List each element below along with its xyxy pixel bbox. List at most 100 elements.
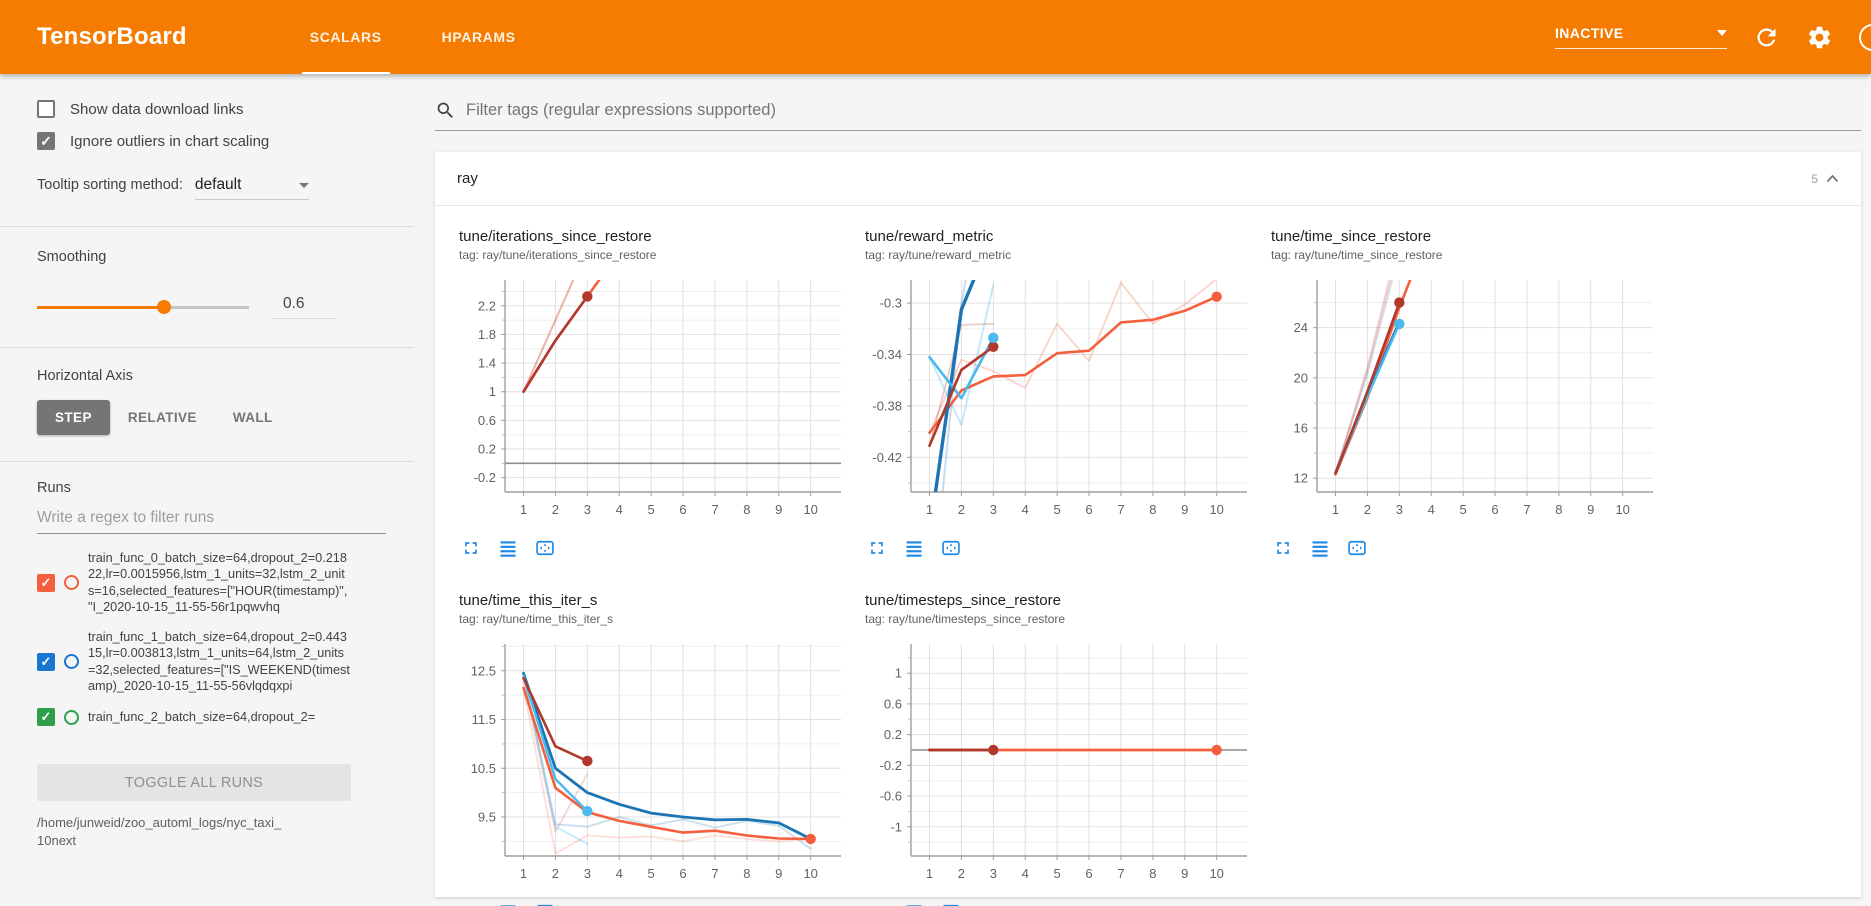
tab-hparams[interactable]: HPARAMS bbox=[441, 29, 516, 45]
svg-text:9: 9 bbox=[775, 502, 782, 517]
fullscreen-icon[interactable] bbox=[461, 902, 481, 906]
axis-button-relative[interactable]: RELATIVE bbox=[127, 410, 197, 425]
svg-text:24: 24 bbox=[1294, 320, 1308, 335]
app-title: TensorBoard bbox=[37, 23, 187, 50]
run-solo-radio[interactable] bbox=[64, 654, 79, 670]
tab-scalars[interactable]: SCALARS bbox=[280, 0, 412, 74]
run-checkbox[interactable]: ✓ bbox=[37, 652, 55, 671]
expand-lines-icon[interactable] bbox=[498, 538, 518, 558]
chevron-up-icon[interactable] bbox=[1826, 174, 1839, 183]
toggle-all-runs-button[interactable]: TOGGLE ALL RUNS bbox=[37, 764, 351, 801]
svg-text:3: 3 bbox=[1396, 502, 1403, 517]
log-directory-path: /home/junweid/zoo_automl_logs/nyc_taxi_1… bbox=[37, 815, 282, 848]
tag-filter-input[interactable] bbox=[466, 101, 1861, 120]
checkbox-label: Show data download links bbox=[70, 100, 244, 118]
svg-text:4: 4 bbox=[1428, 502, 1435, 517]
svg-text:8: 8 bbox=[1555, 502, 1562, 517]
svg-text:0.2: 0.2 bbox=[478, 442, 496, 457]
svg-text:-0.2: -0.2 bbox=[880, 758, 902, 773]
checkbox-row[interactable]: Show data download links bbox=[37, 100, 386, 118]
run-solo-radio[interactable] bbox=[64, 709, 79, 725]
expand-lines-icon[interactable] bbox=[904, 902, 924, 906]
svg-text:-0.42: -0.42 bbox=[872, 450, 902, 465]
tooltip-sorting-dropdown[interactable]: default bbox=[194, 176, 309, 200]
horizontal-axis-label: Horizontal Axis bbox=[37, 368, 133, 384]
expand-lines-icon[interactable] bbox=[904, 538, 924, 558]
horizontal-axis-buttons: STEP RELATIVE WALL bbox=[37, 400, 386, 435]
fullscreen-icon[interactable] bbox=[461, 538, 481, 558]
divider bbox=[0, 226, 414, 227]
svg-text:1: 1 bbox=[489, 384, 496, 399]
svg-text:6: 6 bbox=[1085, 866, 1092, 881]
run-list-item[interactable]: ✓ train_func_1_batch_size=64,dropout_2=0.… bbox=[37, 629, 386, 694]
svg-text:-0.2: -0.2 bbox=[474, 470, 496, 485]
expand-lines-icon[interactable] bbox=[498, 902, 518, 906]
run-list-item[interactable]: ✓ train_func_2_batch_size=64,dropout_2= bbox=[37, 708, 386, 727]
svg-text:12: 12 bbox=[1294, 471, 1308, 486]
run-list: ✓ train_func_0_batch_size=64,dropout_2=0.… bbox=[37, 550, 386, 762]
reload-icon[interactable] bbox=[1753, 24, 1780, 51]
tag-group-header[interactable]: ray 5 bbox=[435, 152, 1861, 205]
expand-lines-icon[interactable] bbox=[1310, 538, 1330, 558]
divider bbox=[0, 461, 414, 462]
chart-plot[interactable]: 1 0.6 0.2 -0.2 -0.6 -1 1 2 3 4 5 6 7 8 9 10 bbox=[865, 638, 1257, 892]
checkbox-checked-icon[interactable]: ✓ bbox=[37, 132, 55, 150]
svg-text:4: 4 bbox=[616, 866, 623, 881]
svg-text:2: 2 bbox=[552, 866, 559, 881]
svg-text:3: 3 bbox=[584, 502, 591, 517]
run-checkbox[interactable]: ✓ bbox=[37, 573, 55, 592]
chart-plot[interactable]: 9.5 10.5 11.5 12.5 1 2 3 4 5 6 7 8 9 10 bbox=[459, 638, 851, 892]
svg-text:10: 10 bbox=[1209, 866, 1223, 881]
help-icon[interactable] bbox=[1859, 23, 1871, 51]
status-dropdown[interactable]: INACTIVE bbox=[1555, 25, 1727, 49]
svg-text:10: 10 bbox=[1209, 502, 1223, 517]
axis-button-wall[interactable]: WALL bbox=[232, 410, 273, 425]
svg-text:0.2: 0.2 bbox=[884, 727, 902, 742]
settings-gear-icon[interactable] bbox=[1806, 24, 1833, 51]
fit-to-data-icon[interactable] bbox=[1347, 538, 1367, 558]
smoothing-section: Smoothing 0.6 bbox=[37, 227, 386, 347]
smoothing-value[interactable]: 0.6 bbox=[273, 295, 335, 319]
app-header: TensorBoard SCALARS HPARAMS INACTIVE bbox=[0, 0, 1871, 74]
fullscreen-icon[interactable] bbox=[867, 538, 887, 558]
svg-text:5: 5 bbox=[648, 866, 655, 881]
slider-thumb[interactable] bbox=[157, 300, 172, 314]
fit-to-data-icon[interactable] bbox=[941, 902, 961, 906]
run-list-item[interactable]: ✓ train_func_0_batch_size=64,dropout_2=0.… bbox=[37, 550, 386, 615]
svg-text:3: 3 bbox=[990, 502, 997, 517]
fullscreen-icon[interactable] bbox=[867, 902, 887, 906]
svg-text:3: 3 bbox=[584, 866, 591, 881]
svg-text:2: 2 bbox=[958, 502, 965, 517]
svg-text:4: 4 bbox=[1022, 502, 1029, 517]
checkbox-row[interactable]: ✓ Ignore outliers in chart scaling bbox=[37, 132, 386, 150]
svg-text:11.5: 11.5 bbox=[472, 712, 496, 727]
svg-text:1: 1 bbox=[895, 666, 902, 681]
scalar-chart-card: tune/timesteps_since_restore tag: ray/tu… bbox=[865, 592, 1263, 906]
fit-to-data-icon[interactable] bbox=[535, 538, 555, 558]
svg-text:0.6: 0.6 bbox=[478, 413, 496, 428]
run-checkbox[interactable]: ✓ bbox=[37, 708, 55, 727]
chart-plot[interactable]: -0.2 0.2 0.6 1 1.4 1.8 2.2 1 2 3 4 5 6 7 8 9 10 bbox=[459, 274, 851, 528]
run-solo-radio[interactable] bbox=[64, 575, 79, 591]
tooltip-sorting-row: Tooltip sorting method: default bbox=[37, 176, 386, 200]
svg-text:20: 20 bbox=[1294, 370, 1308, 385]
checkbox-unchecked-icon[interactable] bbox=[37, 100, 55, 118]
chart-plot[interactable]: -0.3 -0.34 -0.38 -0.42 1 2 3 4 5 6 7 8 9 10 bbox=[865, 274, 1257, 528]
runs-filter-input[interactable] bbox=[37, 509, 386, 527]
svg-text:7: 7 bbox=[711, 502, 718, 517]
fit-to-data-icon[interactable] bbox=[535, 902, 555, 906]
svg-text:10: 10 bbox=[803, 866, 817, 881]
runs-label: Runs bbox=[37, 480, 71, 496]
svg-text:4: 4 bbox=[1022, 866, 1029, 881]
run-name: train_func_0_batch_size=64,dropout_2=0.2… bbox=[88, 551, 348, 614]
smoothing-slider[interactable] bbox=[37, 300, 249, 314]
scalar-chart-card: tune/iterations_since_restore tag: ray/t… bbox=[459, 228, 857, 558]
svg-text:7: 7 bbox=[1117, 502, 1124, 517]
fit-to-data-icon[interactable] bbox=[941, 538, 961, 558]
axis-button-step[interactable]: STEP bbox=[37, 400, 110, 435]
checkbox-label: Ignore outliers in chart scaling bbox=[70, 132, 270, 150]
svg-text:5: 5 bbox=[1054, 502, 1061, 517]
divider bbox=[0, 347, 414, 348]
fullscreen-icon[interactable] bbox=[1273, 538, 1293, 558]
